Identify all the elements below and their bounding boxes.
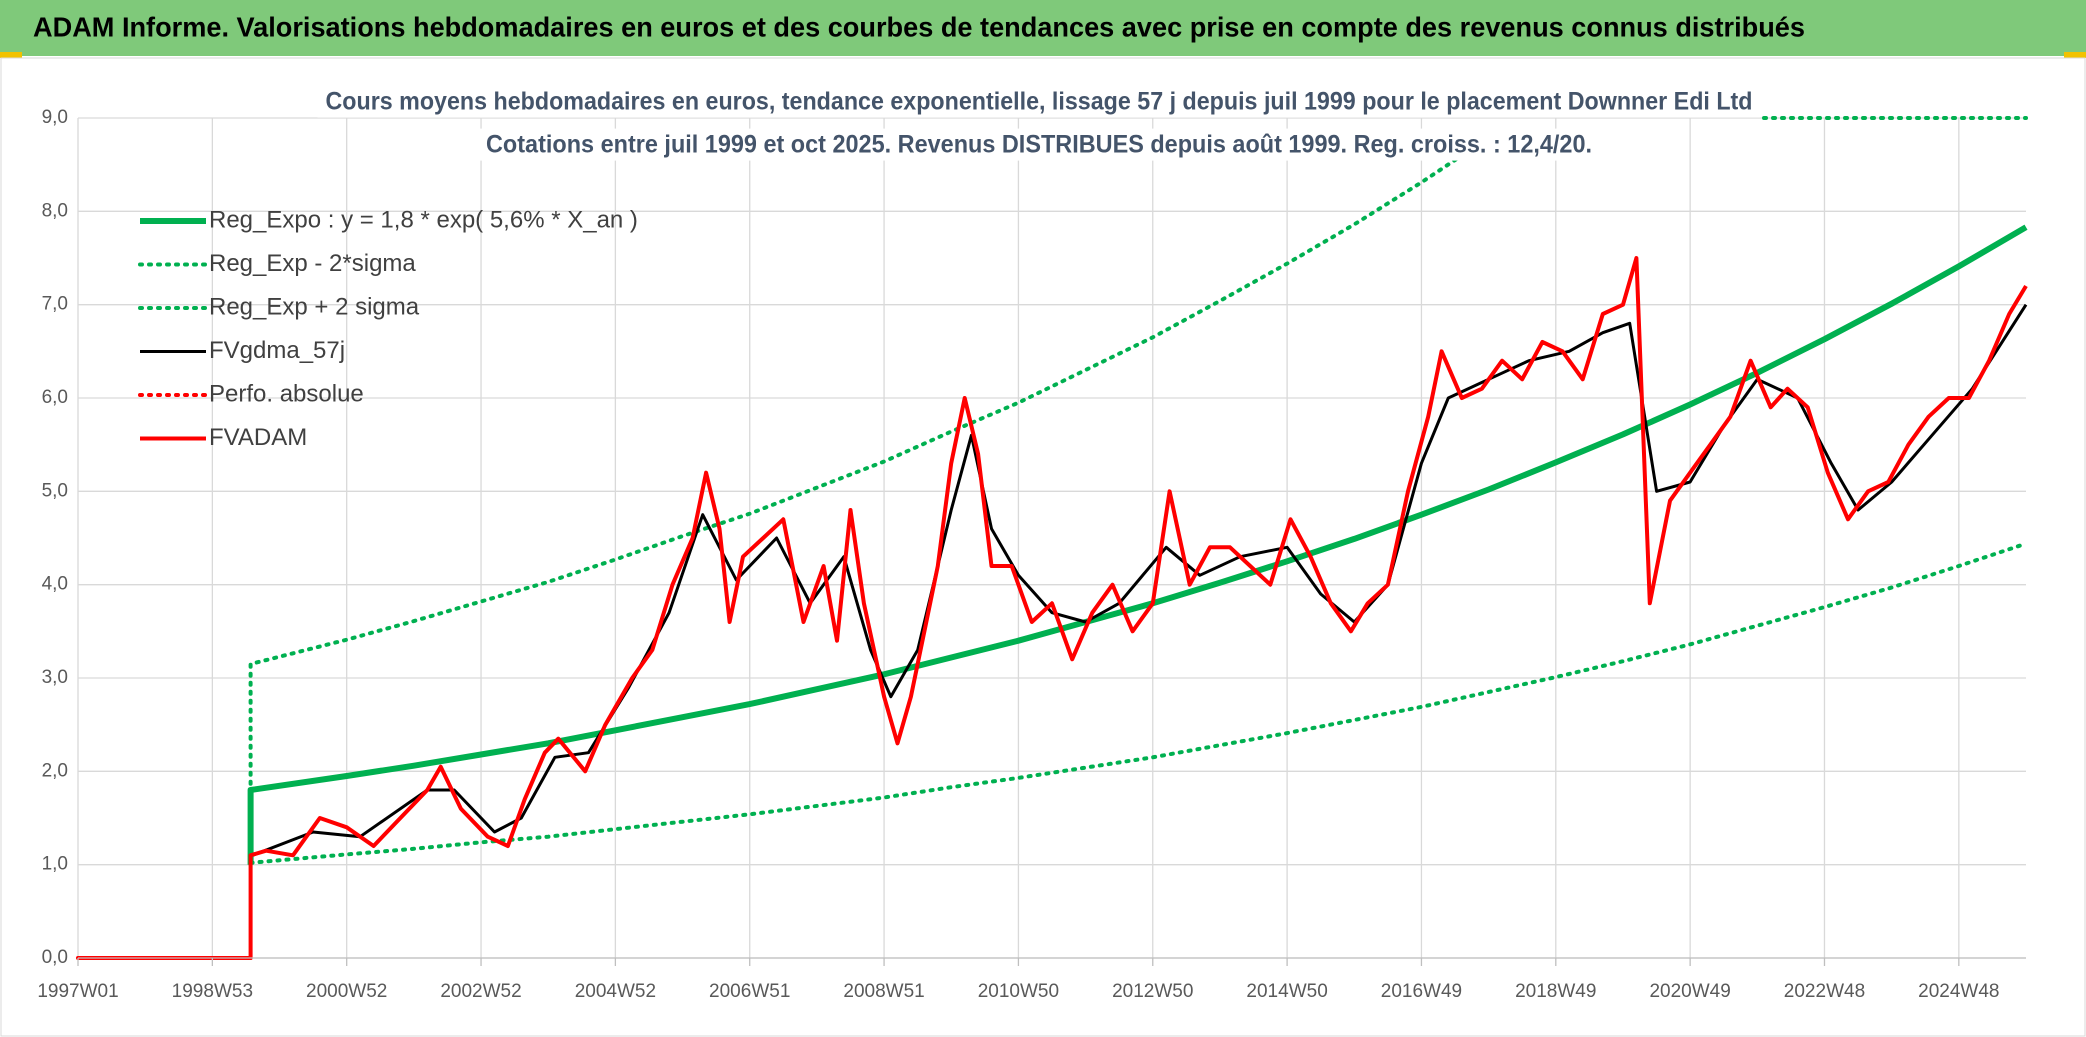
legend-label: Reg_Exp - 2*sigma: [209, 250, 416, 277]
corner-mark: [0, 52, 22, 58]
legend-label: Reg_Expo : y = 1,8 * exp( 5,6% * X_an ): [209, 206, 638, 233]
grid: [77, 117, 2026, 959]
x-tick-label: 2006W51: [709, 981, 790, 1002]
y-tick-label: 9,0: [42, 107, 68, 128]
x-tick-label: 2018W49: [1515, 981, 1596, 1002]
x-tick-label: 2020W49: [1649, 981, 1730, 1002]
x-tick-label: 2002W52: [440, 981, 521, 1002]
y-tick-label: 5,0: [42, 480, 68, 501]
x-tick-label: 1997W01: [37, 981, 118, 1002]
legend-label: Reg_Exp + 2 sigma: [209, 293, 420, 320]
x-tick-label: 2000W52: [306, 981, 387, 1002]
series-line: [78, 256, 2028, 960]
x-tick-label: 2012W50: [1112, 981, 1193, 1002]
header-title: ADAM Informe. Valorisations hebdomadaire…: [33, 11, 1805, 42]
title-background: [317, 85, 1761, 118]
legend: Reg_Expo : y = 1,8 * exp( 5,6% * X_an ) R…: [138, 206, 638, 451]
y-tick-label: 7,0: [42, 294, 68, 315]
chart-border: [0, 57, 2086, 1037]
x-tick-label: 2004W52: [575, 981, 656, 1002]
legend-label: Perfo. absolue: [209, 380, 364, 407]
x-tick-label: 2010W50: [978, 981, 1059, 1002]
chart-subtitle: Cotations entre juil 1999 et oct 2025. R…: [486, 131, 1592, 159]
y-tick-label: 3,0: [42, 667, 68, 688]
x-tick-label: 2024W48: [1918, 981, 1999, 1002]
x-tick-label: 2016W49: [1381, 981, 1462, 1002]
x-tick-label: 2022W48: [1784, 981, 1865, 1002]
x-tick-label: 1998W53: [172, 981, 253, 1002]
corner-mark: [2064, 52, 2086, 58]
y-tick-label: 0,0: [42, 947, 68, 968]
legend-label: FVADAM: [209, 424, 307, 451]
legend-label: FVgdma_57j: [209, 337, 345, 364]
axes: 0,0 1,0 2,0 3,0 4,0 5,0 6,0 7,0 8,0 9,0 1997W01 199…: [37, 107, 2026, 1002]
series-line: [247, 224, 2028, 865]
series-line: [248, 541, 2028, 865]
x-tick-label: 2008W51: [843, 981, 924, 1002]
header-bar: [0, 0, 2086, 56]
y-tick-label: 1,0: [42, 854, 68, 875]
title-background: [478, 128, 1600, 161]
series-line: [248, 135, 1491, 867]
x-tick-label: 2014W50: [1246, 981, 1327, 1002]
y-tick-label: 2,0: [42, 760, 68, 781]
titles: Cours moyens hebdomadaires en euros, ten…: [317, 85, 1761, 161]
chart-title: Cours moyens hebdomadaires en euros, ten…: [326, 88, 1753, 116]
y-tick-label: 6,0: [42, 387, 68, 408]
plot: [76, 116, 2028, 960]
y-tick-label: 4,0: [42, 574, 68, 595]
y-tick-label: 8,0: [42, 200, 68, 221]
